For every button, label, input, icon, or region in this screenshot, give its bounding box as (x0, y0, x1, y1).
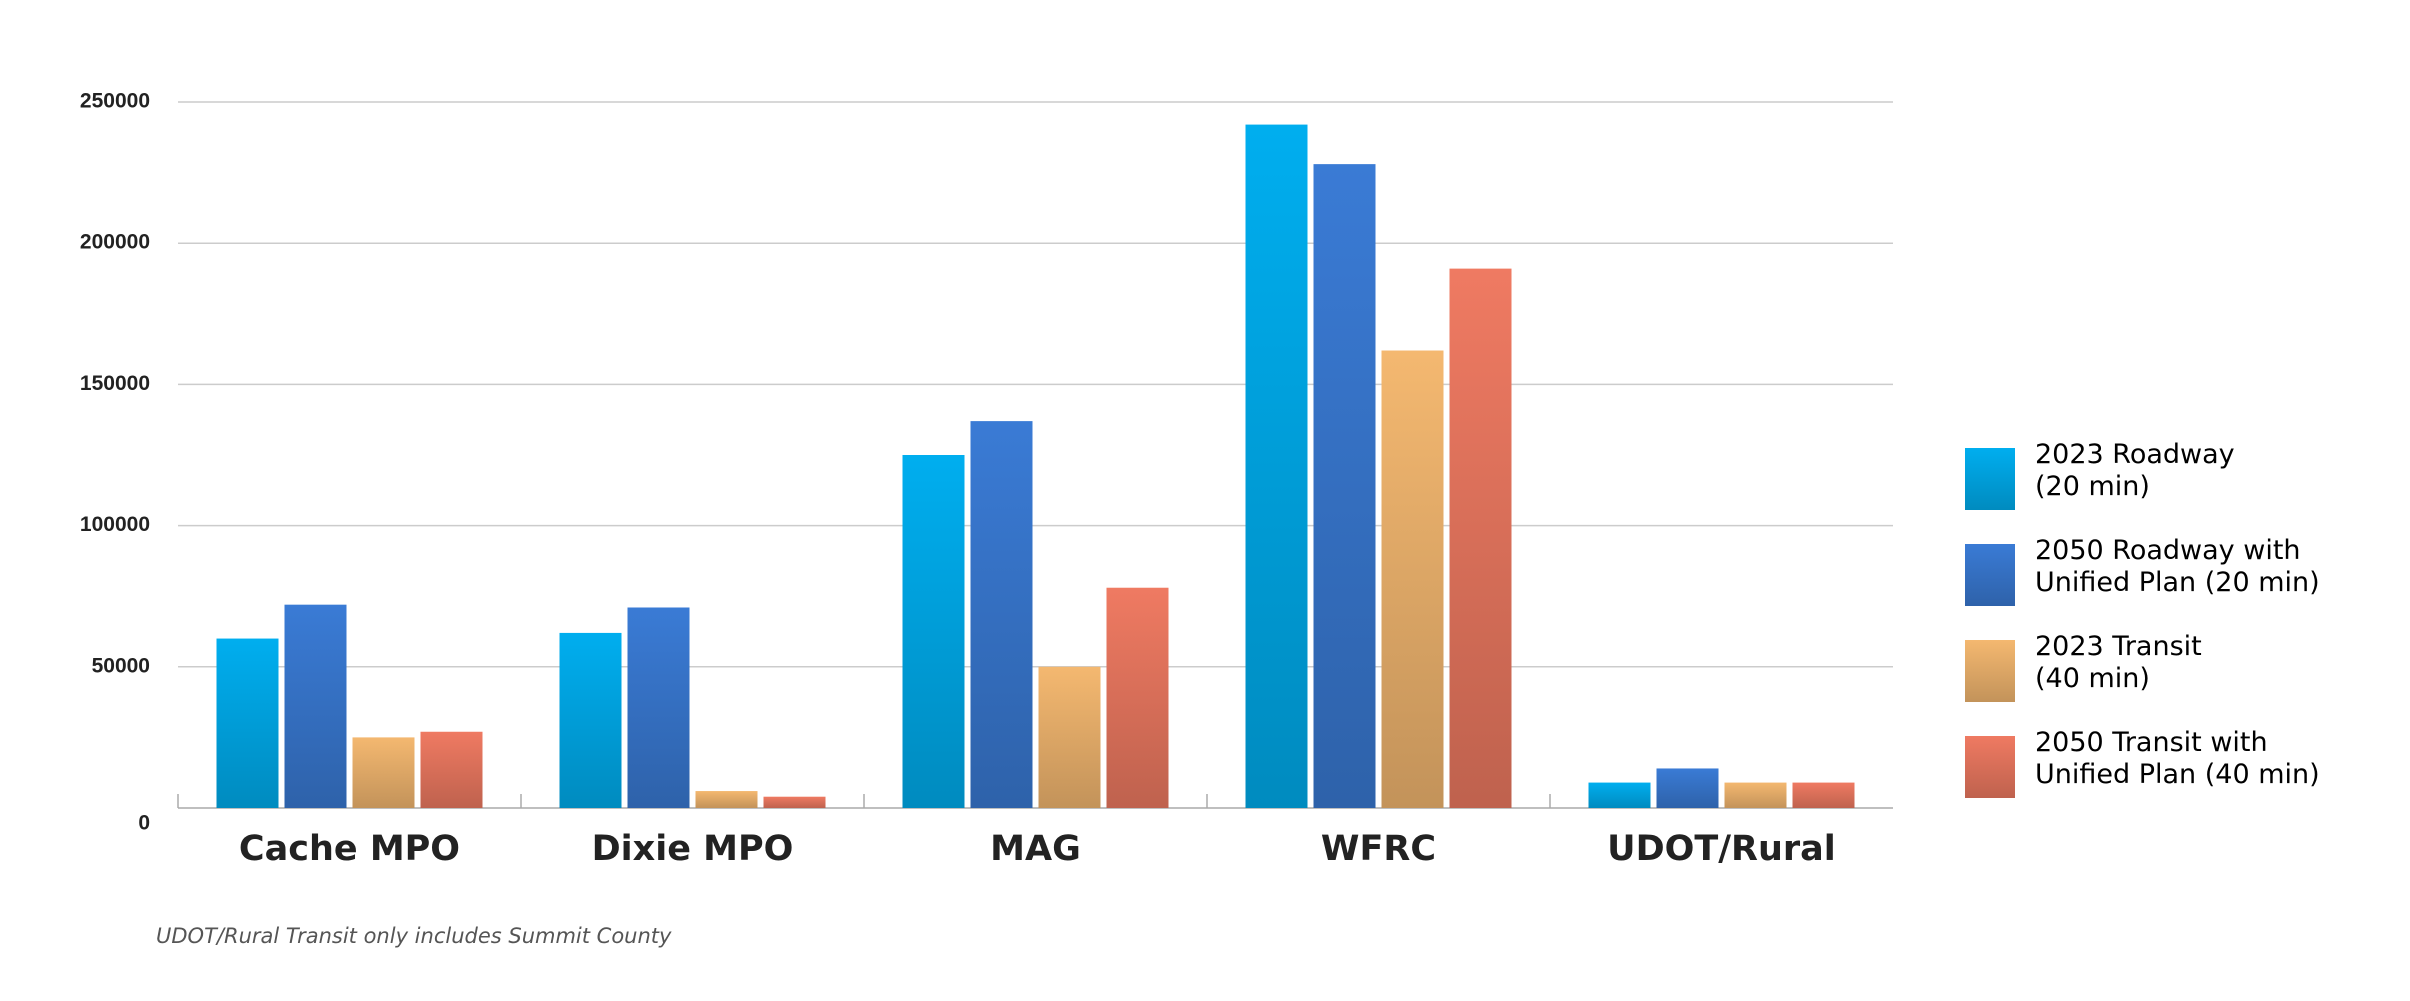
bar (1381, 350, 1444, 808)
bar (1724, 782, 1787, 808)
legend-label: 2023 Roadway (20 min) (2035, 439, 2235, 503)
legend-swatch (1965, 544, 2015, 606)
x-tick-label: WFRC (1321, 829, 1436, 869)
bar (763, 796, 826, 808)
legend-swatch (1965, 448, 2015, 510)
bar (1245, 124, 1308, 809)
bar (1656, 768, 1719, 808)
x-tick-label: Cache MPO (239, 829, 460, 869)
bar (1792, 782, 1855, 808)
bar (627, 607, 690, 808)
y-tick-label: 0 (138, 812, 150, 835)
bar (559, 632, 622, 808)
bar (695, 791, 758, 808)
legend-item: 2050 Roadway with Unified Plan (20 min) (2035, 535, 2320, 599)
legend-label: 2050 Roadway with Unified Plan (20 min) (2035, 535, 2320, 599)
footnote: UDOT/Rural Transit only includes Summit … (156, 924, 672, 948)
bar (1038, 666, 1101, 808)
bar (284, 604, 347, 808)
x-tick-label: UDOT/Rural (1607, 829, 1836, 869)
y-tick-label: 100000 (80, 513, 150, 536)
legend-label: 2023 Transit (40 min) (2035, 631, 2202, 695)
bar (970, 421, 1033, 808)
y-tick-label: 250000 (80, 90, 150, 113)
x-tick-label: Dixie MPO (592, 829, 794, 869)
bar (902, 455, 965, 808)
legend-item: 2050 Transit with Unified Plan (40 min) (2035, 727, 2320, 791)
legend-item: 2023 Transit (40 min) (2035, 631, 2202, 695)
legend-label: 2050 Transit with Unified Plan (40 min) (2035, 727, 2320, 791)
bar (1313, 164, 1376, 809)
bar (1588, 782, 1651, 808)
bar (216, 638, 279, 808)
bar (420, 731, 483, 808)
x-tick-label: MAG (990, 829, 1081, 869)
bar (1449, 268, 1512, 809)
y-tick-label: 150000 (80, 372, 150, 395)
bar (352, 737, 415, 808)
legend-swatch (1965, 736, 2015, 798)
y-tick-label: 50000 (92, 654, 150, 677)
bar (1106, 587, 1169, 808)
y-tick-label: 200000 (80, 231, 150, 254)
legend-swatch (1965, 640, 2015, 702)
legend-item: 2023 Roadway (20 min) (2035, 439, 2235, 503)
